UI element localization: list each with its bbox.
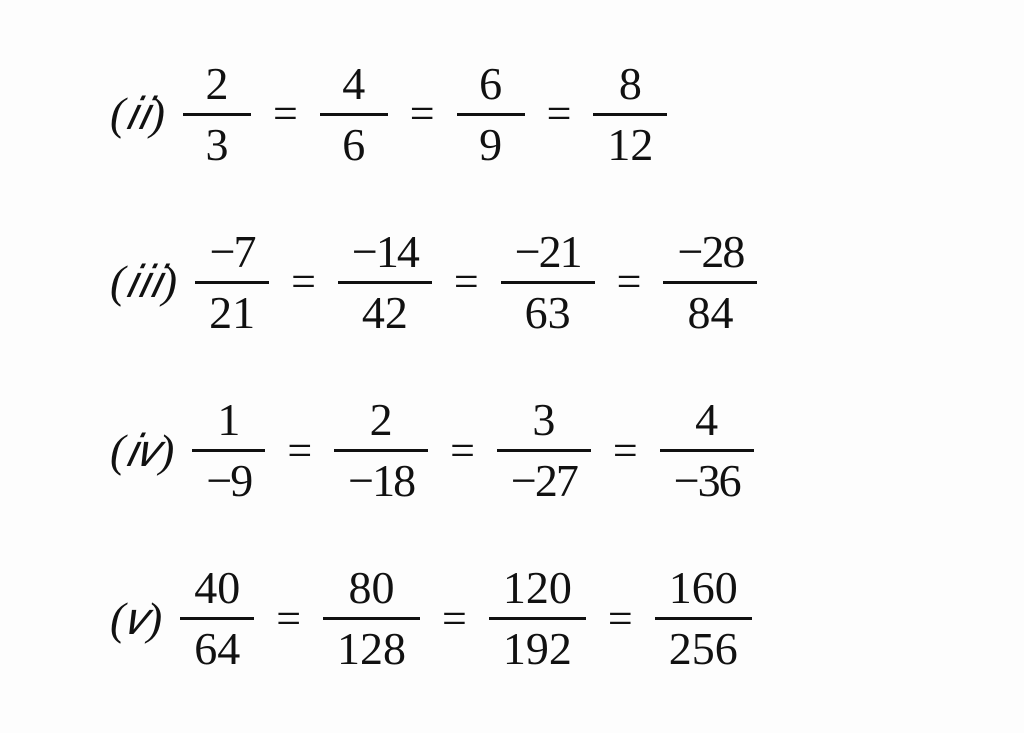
fraction: 160 256	[655, 559, 752, 678]
equals-sign: =	[287, 429, 312, 473]
numerator: 8	[596, 55, 664, 113]
denominator: 6	[320, 116, 388, 174]
numerator: 2	[183, 55, 251, 113]
denominator: 84	[673, 284, 747, 342]
numerator: 6	[457, 55, 525, 113]
numerator: 2	[347, 391, 415, 449]
denominator: −18	[334, 452, 428, 510]
fraction: 40 64	[180, 559, 254, 678]
equation-row-ii: (𝑖𝑖) 2 3 = 4 6 = 6 9 = 8 12	[110, 55, 944, 174]
denominator: 9	[457, 116, 525, 174]
denominator: 63	[511, 284, 585, 342]
fraction: −14 42	[338, 223, 432, 342]
fraction: 2 3	[183, 55, 251, 174]
fraction: 3 −27	[497, 391, 591, 510]
numerator: 4	[320, 55, 388, 113]
equation-label: (𝑖𝑖)	[110, 91, 165, 137]
numerator: 160	[655, 559, 752, 617]
denominator: 12	[593, 116, 667, 174]
fraction: 6 9	[457, 55, 525, 174]
denominator: −36	[660, 452, 754, 510]
denominator: −27	[497, 452, 591, 510]
equals-sign: =	[450, 429, 475, 473]
equation-row-iv: (𝑖𝑣) 1 −9 = 2 −18 = 3 −27 = 4 −36	[110, 391, 944, 510]
equals-sign: =	[608, 597, 633, 641]
denominator: 256	[655, 620, 752, 678]
numerator: 4	[673, 391, 741, 449]
equals-sign: =	[454, 260, 479, 304]
numerator: 40	[180, 559, 254, 617]
numerator: −21	[501, 223, 595, 281]
equation-row-v: (𝑣) 40 64 = 80 128 = 120 192 = 160 256	[110, 559, 944, 678]
fraction: −28 84	[663, 223, 757, 342]
equation-label: (𝑖𝑣)	[110, 428, 174, 474]
numerator: 1	[195, 391, 263, 449]
equals-sign: =	[276, 597, 301, 641]
equation-label: (𝑖𝑖𝑖)	[110, 259, 177, 305]
fraction: 120 192	[489, 559, 586, 678]
fraction: 4 −36	[660, 391, 754, 510]
numerator: 80	[335, 559, 409, 617]
numerator: −14	[338, 223, 432, 281]
equals-sign: =	[410, 92, 435, 136]
denominator: 21	[195, 284, 269, 342]
numerator: −28	[663, 223, 757, 281]
numerator: 120	[489, 559, 586, 617]
numerator: 3	[510, 391, 578, 449]
fraction: 8 12	[593, 55, 667, 174]
equals-sign: =	[291, 260, 316, 304]
equals-sign: =	[442, 597, 467, 641]
fraction: 80 128	[323, 559, 420, 678]
numerator: −7	[196, 223, 269, 281]
equations-page: (𝑖𝑖) 2 3 = 4 6 = 6 9 = 8 12 (𝑖𝑖𝑖) −7	[0, 0, 1024, 733]
denominator: 42	[348, 284, 422, 342]
fraction: 2 −18	[334, 391, 428, 510]
equals-sign: =	[613, 429, 638, 473]
denominator: −9	[192, 452, 265, 510]
denominator: 64	[180, 620, 254, 678]
fraction: 4 6	[320, 55, 388, 174]
equals-sign: =	[273, 92, 298, 136]
fraction: 1 −9	[192, 391, 265, 510]
fraction: −7 21	[195, 223, 269, 342]
equals-sign: =	[547, 92, 572, 136]
denominator: 3	[183, 116, 251, 174]
denominator: 128	[323, 620, 420, 678]
equals-sign: =	[617, 260, 642, 304]
denominator: 192	[489, 620, 586, 678]
equation-label: (𝑣)	[110, 596, 162, 642]
equation-row-iii: (𝑖𝑖𝑖) −7 21 = −14 42 = −21 63 = −28 84	[110, 223, 944, 342]
fraction: −21 63	[501, 223, 595, 342]
